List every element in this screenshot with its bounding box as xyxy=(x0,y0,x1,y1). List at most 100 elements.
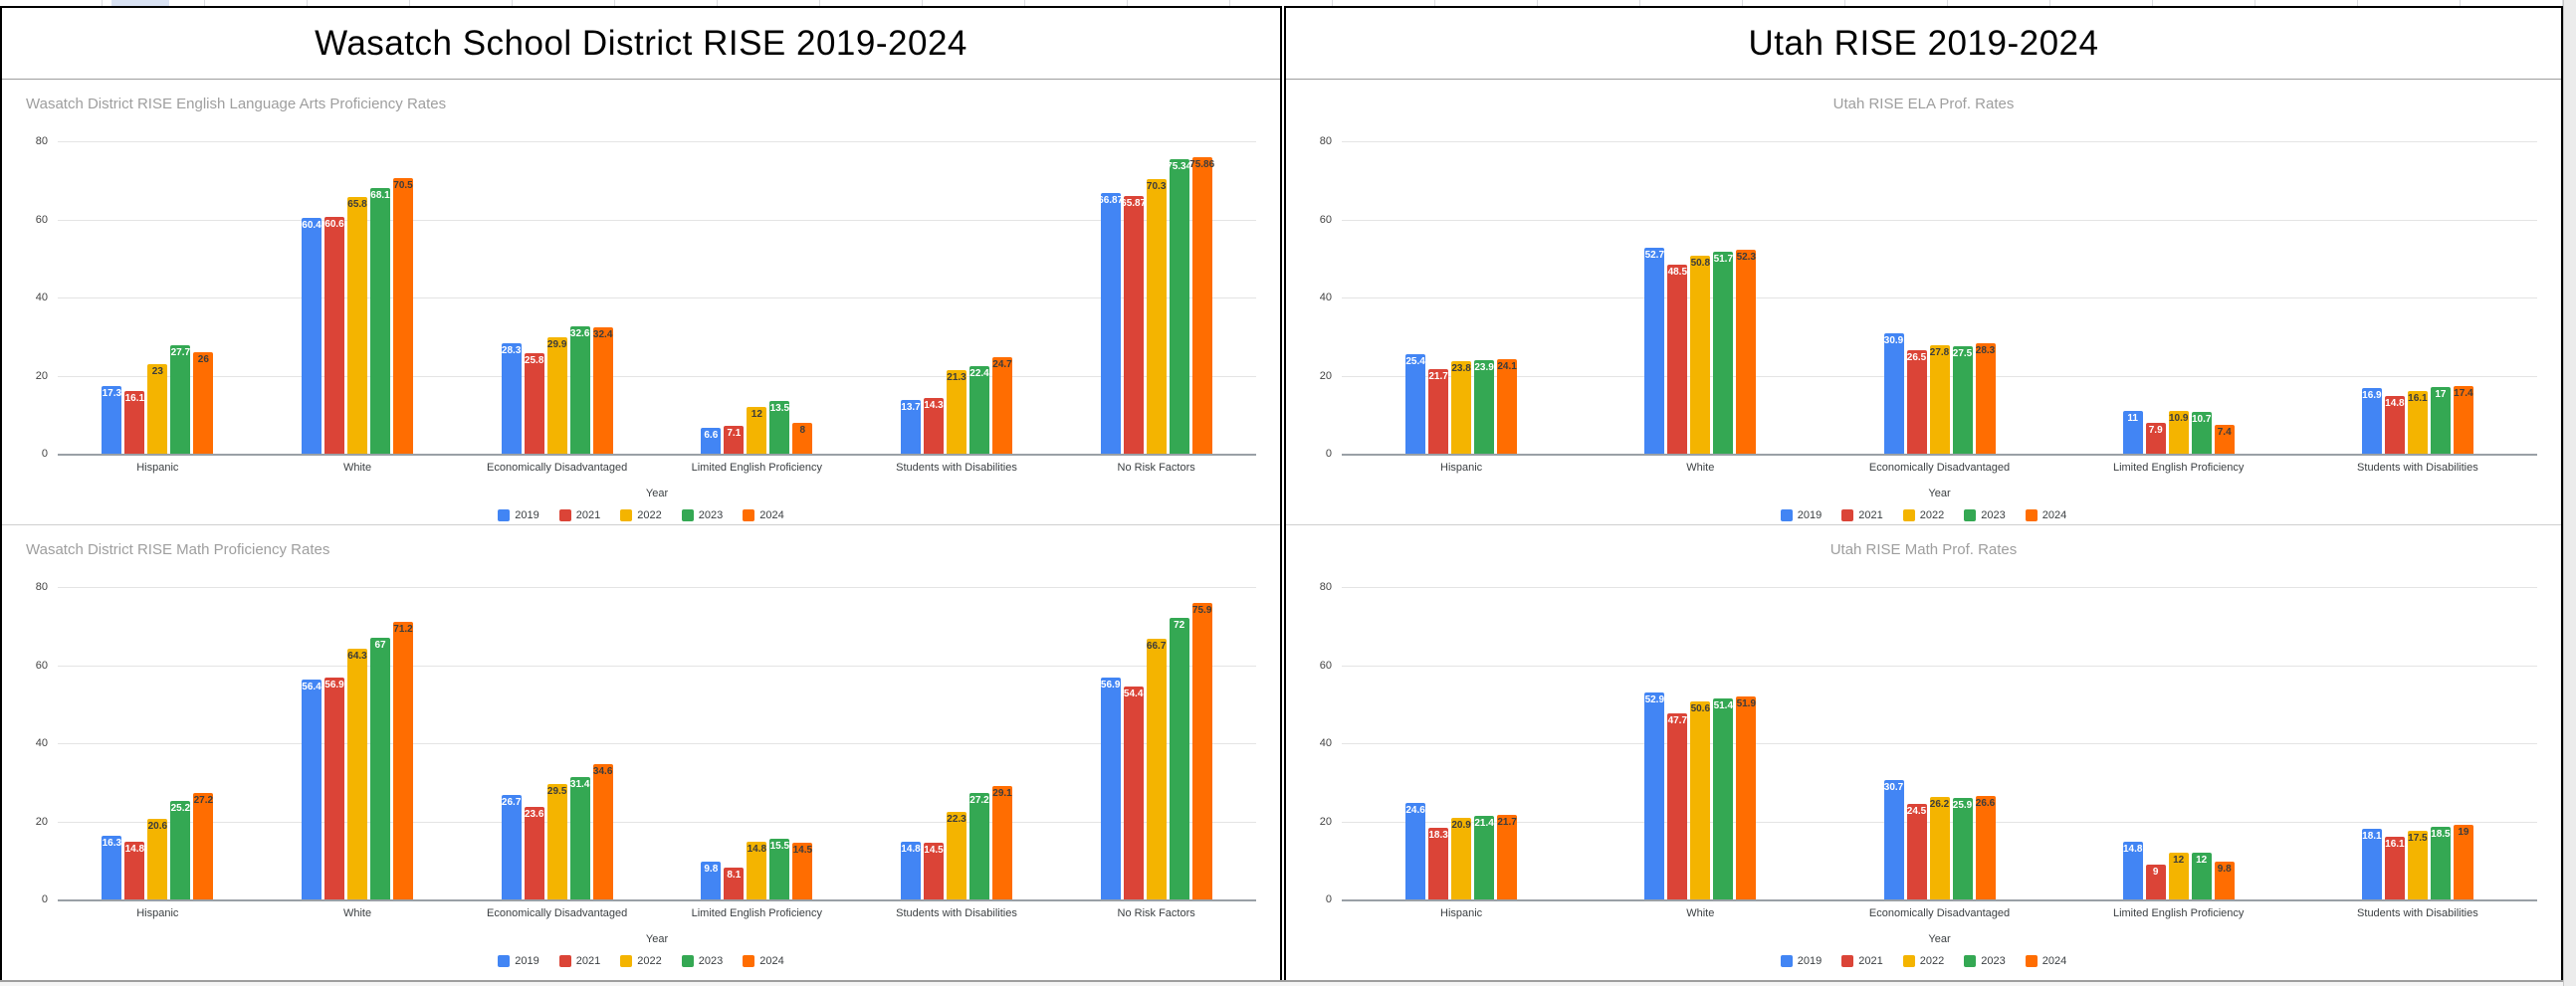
x-category-label: Students with Disabilities xyxy=(896,907,1017,919)
bar-2024-white xyxy=(393,178,413,454)
bar-value-label: 14.5 xyxy=(924,845,944,857)
x-category-label: Limited English Proficiency xyxy=(691,462,823,474)
y-axis-tick-label: 20 xyxy=(35,369,48,382)
bar-value-label: 16.9 xyxy=(2362,389,2382,401)
bar-2019-hispanic xyxy=(1405,354,1426,454)
x-category-label: Economically Disadvantaged xyxy=(1868,907,2011,919)
bar-value-label: 56.9 xyxy=(324,679,344,690)
bar-value-label: 51.9 xyxy=(1736,698,1757,710)
bar-value-label: 10.7 xyxy=(2191,414,2212,425)
bar-2024-students-with-disabilities xyxy=(2453,385,2473,454)
bar-2019-limited-english-proficiency xyxy=(701,428,722,454)
bar-2023-limited-english-proficiency xyxy=(769,401,790,454)
bar-value-label: 30.9 xyxy=(1883,334,1904,346)
x-category-label: Economically Disadvantaged xyxy=(487,907,628,919)
bar-value-label: 14.8 xyxy=(901,843,921,855)
legend-label: 2021 xyxy=(575,955,601,967)
bar-2019-limited-english-proficiency xyxy=(701,861,722,899)
bar-2021-economically-disadvantaged xyxy=(524,352,544,454)
x-category-label: No Risk Factors xyxy=(1117,462,1195,474)
bar-value-label: 52.7 xyxy=(1644,250,1665,262)
gridline xyxy=(58,821,1256,823)
bar-2022-limited-english-proficiency xyxy=(2168,852,2189,899)
bar-value-label: 65.8 xyxy=(347,198,367,210)
bar-2024-hispanic xyxy=(1497,814,1518,899)
scrollbar-gutter[interactable] xyxy=(2563,0,2576,986)
bar-value-label: 71.2 xyxy=(393,623,413,635)
wasatch-math-chart[interactable]: Wasatch District RISE Math Proficiency R… xyxy=(2,525,1280,981)
bar-value-label: 22.4 xyxy=(969,368,989,380)
x-category-label: White xyxy=(1686,907,1715,919)
bar-2021-students-with-disabilities xyxy=(924,843,944,899)
bar-2019-white xyxy=(302,679,322,899)
x-axis-line xyxy=(1342,454,2537,456)
bar-value-label: 75.9 xyxy=(1191,605,1212,617)
bar-2021-white xyxy=(1667,712,1688,899)
legend-item-2023: 2023 xyxy=(1964,509,2006,521)
bar-value-label: 70.5 xyxy=(393,180,413,192)
legend-swatch-icon xyxy=(1841,509,1854,521)
x-category-label: White xyxy=(342,907,372,919)
gridline xyxy=(1342,219,2537,221)
y-axis-tick-label: 40 xyxy=(1319,737,1332,749)
bar-2021-hispanic xyxy=(1428,828,1449,899)
bar-2021-white xyxy=(324,217,344,454)
bar-value-label: 20.6 xyxy=(147,821,168,833)
gridline xyxy=(58,297,1256,298)
bar-value-label: 9 xyxy=(2152,866,2159,878)
bar-value-label: 16.1 xyxy=(2385,838,2405,850)
bar-2022-no-risk-factors xyxy=(1146,179,1167,454)
y-axis-tick-label: 0 xyxy=(41,893,48,905)
bar-2021-limited-english-proficiency xyxy=(724,426,745,454)
bar-value-label: 66.87 xyxy=(1098,194,1124,206)
bar-value-label: 7.4 xyxy=(2217,426,2232,438)
gridline xyxy=(58,587,1256,588)
bar-2022-hispanic xyxy=(1451,817,1472,899)
bar-value-label: 32.4 xyxy=(592,328,613,340)
x-category-label: Hispanic xyxy=(1440,462,1483,474)
bar-2022-economically-disadvantaged xyxy=(1929,797,1950,899)
bar-value-label: 23.6 xyxy=(524,809,544,821)
bar-value-label: 27.2 xyxy=(969,795,989,807)
bar-value-label: 12 xyxy=(2196,854,2208,866)
wasatch-ela-chart[interactable]: Wasatch District RISE English Language A… xyxy=(2,80,1280,525)
gridline xyxy=(58,743,1256,744)
bar-2019-limited-english-proficiency xyxy=(2122,410,2143,454)
chart-title: Utah RISE ELA Prof. Rates xyxy=(1832,96,2015,112)
bar-2024-no-risk-factors xyxy=(1191,157,1212,454)
bar-2023-hispanic xyxy=(170,345,191,454)
y-axis-tick-label: 80 xyxy=(1319,581,1332,593)
bar-value-label: 17.3 xyxy=(102,388,122,400)
bar-2023-limited-english-proficiency xyxy=(2191,852,2212,899)
bar-2022-economically-disadvantaged xyxy=(1929,344,1950,454)
bar-value-label: 27.5 xyxy=(1952,348,1973,360)
x-category-label: Hispanic xyxy=(136,462,179,474)
bar-2023-students-with-disabilities xyxy=(2430,387,2451,454)
legend-swatch-icon xyxy=(558,955,571,967)
bar-value-label: 28.3 xyxy=(1975,344,1996,356)
y-axis-tick-label: 0 xyxy=(41,448,48,460)
x-category-label: Limited English Proficiency xyxy=(2112,907,2245,919)
utah-math-chart[interactable]: Utah RISE Math Prof. Rates 0 20 40 60 80 24.6… xyxy=(1286,525,2561,981)
legend-item-2024: 2024 xyxy=(2025,509,2066,521)
bar-value-label: 25.2 xyxy=(170,803,191,815)
bar-2022-limited-english-proficiency xyxy=(2168,411,2189,454)
bar-value-label: 11 xyxy=(2127,412,2138,424)
bar-value-label: 14.8 xyxy=(747,843,767,855)
y-axis-tick-label: 60 xyxy=(1319,659,1332,672)
bar-2022-economically-disadvantaged xyxy=(546,784,567,899)
bar-value-label: 65.87 xyxy=(1121,198,1147,210)
utah-header-cell[interactable]: Utah RISE 2019-2024 xyxy=(1286,8,2561,80)
y-axis-tick-label: 60 xyxy=(1319,213,1332,226)
bar-value-label: 29.1 xyxy=(992,787,1012,799)
bar-2024-economically-disadvantaged xyxy=(1975,342,1996,454)
x-category-label: Students with Disabilities xyxy=(2357,462,2478,474)
bar-value-label: 14.8 xyxy=(2122,843,2143,855)
bar-value-label: 16.1 xyxy=(124,392,145,404)
bar-value-label: 20.9 xyxy=(1451,819,1471,831)
sheet-cell-selection xyxy=(111,0,169,6)
wasatch-header-cell[interactable]: Wasatch School District RISE 2019-2024 xyxy=(2,8,1280,80)
legend-item-2021: 2021 xyxy=(558,955,601,967)
utah-ela-chart[interactable]: Utah RISE ELA Prof. Rates 0 20 40 60 80 25.4 2… xyxy=(1286,80,2561,525)
bar-value-label: 19 xyxy=(2458,827,2469,839)
